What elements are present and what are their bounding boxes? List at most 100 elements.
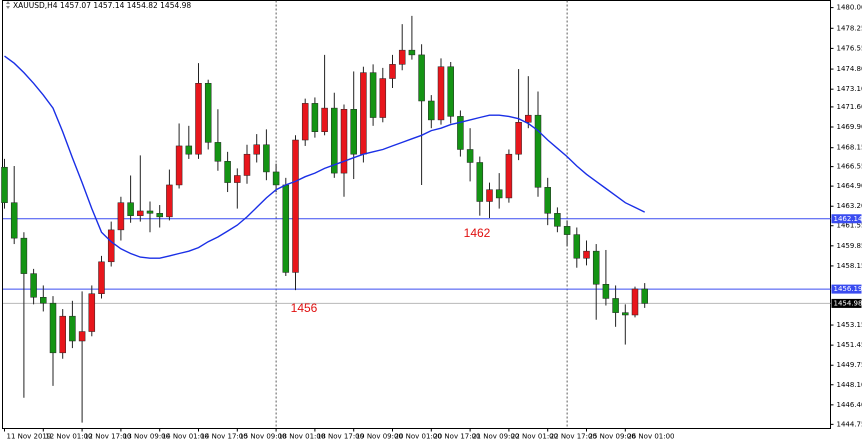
candle-body <box>554 213 561 227</box>
candle-body <box>156 213 163 218</box>
price-box <box>831 214 862 224</box>
y-tick-label: 1466.55 <box>837 163 862 171</box>
x-tick-label: 20 Nov 17:00 <box>433 433 480 441</box>
candle-body <box>398 49 406 65</box>
y-tick-label: 1451.45 <box>837 341 862 349</box>
x-tick-label: 14 Nov 17:00 <box>201 433 248 441</box>
candle-body <box>360 72 367 155</box>
x-tick-label: 21 Nov 09:00 <box>472 433 519 441</box>
candle-body <box>175 145 183 186</box>
candle-body <box>592 250 600 285</box>
price-box-label: 1456.19 <box>834 285 862 293</box>
candle-body <box>214 142 222 162</box>
candle-body <box>49 302 57 354</box>
candle-body <box>30 273 37 298</box>
candle-body <box>40 297 47 304</box>
y-tick-label: 1459.85 <box>837 242 862 250</box>
x-tick-label: 11 Nov 2019 <box>7 433 52 441</box>
y-tick-label: 1453.15 <box>837 321 862 329</box>
y-tick-label: 1446.40 <box>837 401 862 409</box>
candle-body <box>98 261 105 294</box>
candle-body <box>573 234 581 259</box>
candle-body <box>515 122 522 155</box>
x-tick-label: 13 Nov 09:00 <box>123 433 170 441</box>
x-tick-label: 12 Nov 17:00 <box>84 433 131 441</box>
annotation: 1456 <box>291 301 318 315</box>
candle-body <box>495 189 503 199</box>
y-tick-label: 1458.15 <box>837 262 862 270</box>
y-tick-label: 1448.10 <box>837 381 862 389</box>
candle-body <box>243 153 251 176</box>
y-tick-label: 1480.00 <box>837 4 862 12</box>
candle-body <box>1 166 8 203</box>
candle-body <box>69 315 76 342</box>
x-tick-label: 26 Nov 01:00 <box>627 433 674 441</box>
y-tick-label: 1476.55 <box>837 44 862 52</box>
candle-body <box>612 298 619 313</box>
x-tick-label: 15 Nov 09:00 <box>239 433 286 441</box>
candle-body <box>369 72 377 118</box>
candle-body <box>117 202 125 231</box>
candle-body <box>137 210 144 216</box>
candle-body <box>428 100 435 121</box>
x-tick-label: 14 Nov 01:00 <box>162 433 209 441</box>
price-box <box>831 298 862 308</box>
candle-body <box>350 109 357 155</box>
candle-body <box>563 226 571 235</box>
price-box-label: 1454.98 <box>834 299 862 307</box>
candle-body <box>457 116 464 150</box>
candle-body <box>466 149 474 163</box>
x-tick-label: 19 Nov 09:00 <box>356 433 403 441</box>
candle-body <box>195 83 202 155</box>
candle-body <box>583 250 590 259</box>
x-tick-label: 18 Nov 17:00 <box>317 433 364 441</box>
y-tick-label: 1444.75 <box>837 420 862 428</box>
candle-body <box>78 331 86 342</box>
y-tick-label: 1478.25 <box>837 24 862 32</box>
y-tick-label: 1471.60 <box>837 103 862 111</box>
candle-body <box>107 229 115 263</box>
candle-body <box>331 107 338 174</box>
candle-body <box>379 78 387 118</box>
candle-body <box>437 66 445 121</box>
candle-body <box>263 144 270 173</box>
candle-body <box>292 139 299 273</box>
y-tick-label: 1449.75 <box>837 361 862 369</box>
candle-body <box>631 288 639 316</box>
y-tick-label: 1468.15 <box>837 144 862 152</box>
candle-body <box>20 237 28 274</box>
candle-body <box>389 64 396 79</box>
title-icon <box>6 1 10 9</box>
candle-body <box>88 293 96 332</box>
annotation: 1462 <box>464 226 491 240</box>
candle-body <box>505 153 513 199</box>
candle-body <box>321 107 328 132</box>
candle-body <box>301 103 309 141</box>
candle-body <box>127 202 134 216</box>
x-tick-label: 25 Nov 09:00 <box>589 433 636 441</box>
candle-body <box>224 161 231 183</box>
candle-body <box>641 288 648 304</box>
candle-body <box>447 66 454 117</box>
candle-body <box>272 171 280 186</box>
x-tick-label: 22 Nov 01:00 <box>511 433 558 441</box>
candle-body <box>59 315 66 354</box>
y-tick-label: 1464.90 <box>837 182 862 190</box>
candle-body <box>525 114 532 123</box>
candle-body <box>476 162 484 202</box>
candle-body <box>340 109 348 174</box>
plot-frame <box>2 0 831 429</box>
y-tick-label: 1463.20 <box>837 202 862 210</box>
x-tick-label: 22 Nov 17:00 <box>550 433 597 441</box>
x-tick-label: 20 Nov 01:00 <box>395 433 442 441</box>
candle-body <box>253 144 260 155</box>
candle-body <box>408 49 416 56</box>
candle-body <box>486 189 493 202</box>
candle-body <box>534 114 542 188</box>
candle-body <box>166 184 173 218</box>
candle-body <box>622 312 629 316</box>
y-tick-label: 1474.80 <box>837 65 862 73</box>
candle-body <box>146 210 154 214</box>
candle-body <box>282 184 290 273</box>
